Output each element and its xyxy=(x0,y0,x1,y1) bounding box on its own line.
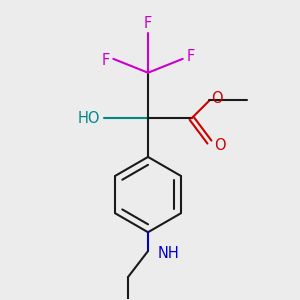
Text: F: F xyxy=(187,50,195,64)
Text: O: O xyxy=(212,91,223,106)
Text: NH: NH xyxy=(158,245,180,260)
Text: F: F xyxy=(144,16,152,31)
Text: HO: HO xyxy=(78,111,100,126)
Text: F: F xyxy=(101,53,110,68)
Text: O: O xyxy=(214,137,226,152)
